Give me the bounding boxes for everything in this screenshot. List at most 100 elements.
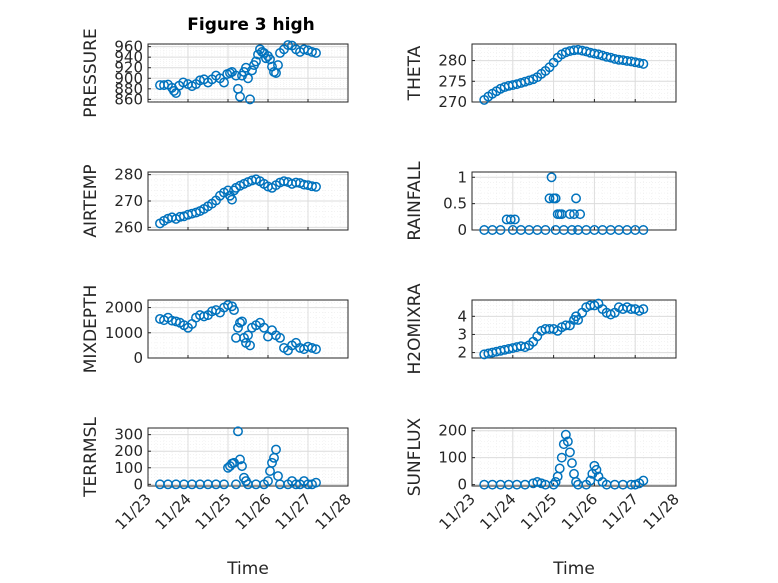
y-tick-label: 4 [457,307,467,325]
data-point [235,454,245,465]
y-axis-label: MIXDEPTH [81,285,101,374]
data-point [243,73,253,84]
y-tick-label: 2000 [105,299,143,317]
data-point [231,70,241,81]
data-point [311,344,321,355]
data-point [573,314,584,325]
x-axis-label: Time [552,559,595,579]
data-point [229,185,239,196]
data-point [556,452,567,463]
data-point [307,46,317,57]
data-point [169,85,179,96]
y-axis-label: AIRTEMP [81,164,101,237]
y-tick-label: 0 [133,349,143,367]
data-point [571,477,581,487]
data-point [273,60,283,71]
axes-box [147,427,349,487]
y-tick-label: 280 [438,52,467,70]
y-tick-label: 900 [114,69,143,87]
data-point [630,479,641,490]
axes-box [147,299,349,359]
data-point [567,225,577,235]
y-tick-label: 270 [438,93,467,111]
data-point [233,426,243,437]
data-point [638,58,649,69]
data-point [567,458,577,469]
data-point [219,479,229,490]
data-point [247,65,257,76]
data-point [271,444,281,455]
data-point [229,305,239,316]
data-point [562,436,573,447]
data-point [560,429,571,440]
data-point [575,209,586,220]
figure-title: Figure 3 high [187,15,315,35]
y-tick-label: 880 [114,80,143,98]
data-point [227,194,237,205]
data-point [540,225,551,235]
y-axis-label: PRESSURE [81,28,101,117]
data-point [223,300,233,310]
plot-area [472,300,676,358]
y-tick-label: 2 [457,344,467,362]
data-point [245,94,255,105]
data-point [550,477,561,487]
axes-box [147,171,349,231]
y-tick-label: 0 [457,476,467,494]
data-point [509,214,520,225]
data-point [307,342,317,353]
data-point [237,461,247,472]
data-point [219,77,229,88]
data-point [634,58,645,69]
data-point [585,475,596,486]
y-axis-label: TERRMSL [81,417,101,498]
data-point [283,40,293,51]
subplot-4: 0 0.5 1 RAINFALL [405,161,677,241]
data-point [638,225,649,235]
data-point [307,181,317,192]
data-point [199,311,209,322]
y-tick-label: 260 [114,218,143,236]
data-point [591,464,602,475]
data-point [571,193,581,204]
data-point [311,48,321,58]
data-point [237,316,247,327]
y-tick-label: 270 [114,192,143,210]
data-point [560,320,571,331]
data-point [546,172,557,183]
y-axis-label: H2OMIXRA [405,283,425,374]
y-tick-label: 0 [457,221,467,239]
data-point [251,56,261,67]
y-tick-label: 100 [114,459,143,477]
data-point [638,475,649,486]
data-point [550,193,561,204]
data-point [263,476,273,486]
y-tick-label: 300 [114,426,143,444]
y-tick-label: 1 [457,168,467,186]
data-point [505,214,516,225]
data-point [267,457,277,468]
y-tick-label: 920 [114,59,143,77]
data-point [261,53,271,64]
data-point [245,340,255,351]
y-tick-label: 275 [438,72,467,90]
data-point [548,479,559,490]
data-point [235,317,245,328]
data-point [311,181,321,192]
data-point [275,332,285,343]
y-tick-label: 960 [114,38,143,56]
axes-box [471,43,677,103]
y-tick-label: 3 [457,325,467,343]
data-point [544,193,555,204]
y-tick-label: 200 [438,422,467,440]
y-tick-label: 940 [114,48,143,66]
y-tick-label: 280 [114,166,143,184]
y-tick-label: 860 [114,90,143,108]
data-point [554,463,565,474]
y-tick-label: 0 [133,475,143,493]
data-point [536,478,547,489]
data-point [564,209,575,220]
axes-box [147,43,349,103]
data-point [524,75,535,86]
